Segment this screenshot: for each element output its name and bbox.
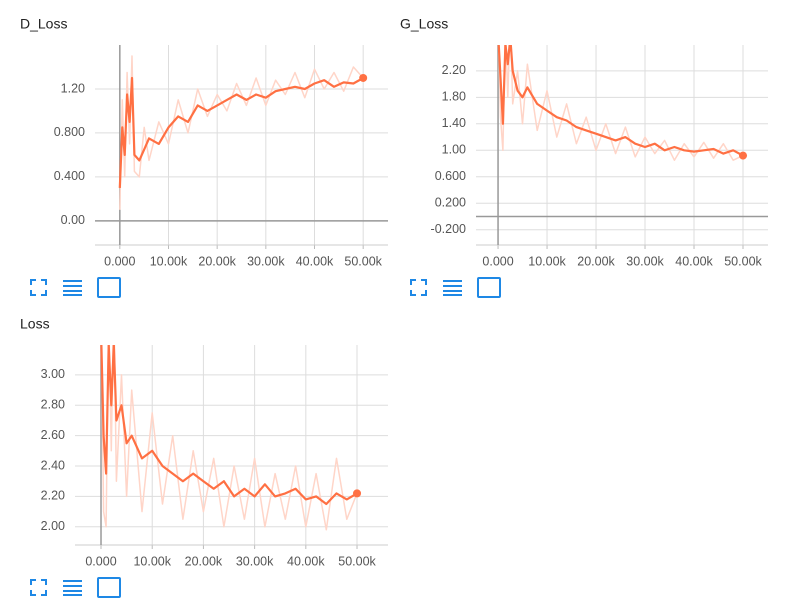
fit-button[interactable]: [97, 277, 121, 298]
x-tick-label: 20.00k: [577, 254, 615, 268]
x-tick-label: 50.00k: [338, 554, 376, 568]
x-tick-label: 40.00k: [675, 254, 713, 268]
x-tick-label: 10.00k: [150, 254, 188, 268]
x-tick-label: 50.00k: [344, 254, 382, 268]
fullscreen-button[interactable]: [30, 579, 47, 596]
y-tick-label: 0.00: [61, 213, 85, 227]
y-tick-label: 2.40: [41, 458, 65, 472]
data-button[interactable]: [443, 280, 462, 296]
x-tick-label: 20.00k: [185, 554, 223, 568]
y-tick-label: 2.20: [442, 63, 466, 77]
x-tick-label: 0.000: [104, 254, 135, 268]
x-tick-label: 40.00k: [287, 554, 325, 568]
y-tick-label: 2.60: [41, 428, 65, 442]
y-tick-label: 1.80: [442, 90, 466, 104]
data-button[interactable]: [63, 280, 82, 296]
x-tick-label: 10.00k: [133, 554, 171, 568]
chart: Loss 2.00 2.20 2.40 2.60 2.80 3.00 0.000 10.00k 2…: [20, 316, 388, 568]
icons-1: [30, 277, 121, 298]
x-tick-label: 30.00k: [626, 254, 664, 268]
y-tick-label: 3.00: [41, 367, 65, 381]
chart: G_Loss -0.200 0.200 0.600 1.00 1.40 1.80 2.20 0.…: [400, 16, 768, 268]
y-tick-label: 1.00: [442, 143, 466, 157]
y-tick-label: 2.00: [41, 519, 65, 533]
x-tick-label: 50.00k: [724, 254, 762, 268]
x-tick-label: 30.00k: [236, 554, 274, 568]
series-line: [100, 345, 358, 531]
x-tick-label: 40.00k: [296, 254, 334, 268]
last-point: [353, 489, 362, 498]
last-point: [359, 73, 368, 82]
fullscreen-button[interactable]: [30, 279, 47, 296]
y-tick-label: 2.20: [41, 489, 65, 503]
y-tick-label: 0.800: [54, 125, 85, 139]
icons-2: [410, 277, 501, 298]
series-line: [497, 45, 744, 157]
fit-button[interactable]: [477, 277, 501, 298]
fullscreen-button[interactable]: [410, 279, 427, 296]
y-tick-label: 0.200: [435, 196, 466, 210]
y-tick-label: 1.20: [61, 81, 85, 95]
series-line: [100, 345, 358, 506]
icons-3: [30, 577, 121, 598]
x-tick-label: 30.00k: [247, 254, 285, 268]
chart: D_Loss 0.00 0.400 0.800 1.20 0.000 10.00k 20.00…: [20, 16, 388, 268]
chart-title: G_Loss: [400, 16, 448, 32]
series-line: [497, 45, 744, 161]
y-tick-label: 2.80: [41, 398, 65, 412]
x-tick-label: 10.00k: [528, 254, 566, 268]
x-tick-label: 0.000: [85, 554, 116, 568]
x-tick-label: 0.000: [482, 254, 513, 268]
fit-button[interactable]: [97, 577, 121, 598]
x-tick-label: 20.00k: [198, 254, 236, 268]
data-button[interactable]: [63, 580, 82, 596]
y-tick-label: 0.600: [435, 169, 466, 183]
chart-title: D_Loss: [20, 16, 67, 32]
y-tick-label: 1.40: [442, 116, 466, 130]
y-tick-label: -0.200: [431, 222, 466, 236]
chart-title: Loss: [20, 316, 50, 332]
y-tick-label: 0.400: [54, 169, 85, 183]
series-line: [118, 76, 364, 188]
last-point: [739, 151, 748, 160]
series-line: [119, 55, 364, 210]
